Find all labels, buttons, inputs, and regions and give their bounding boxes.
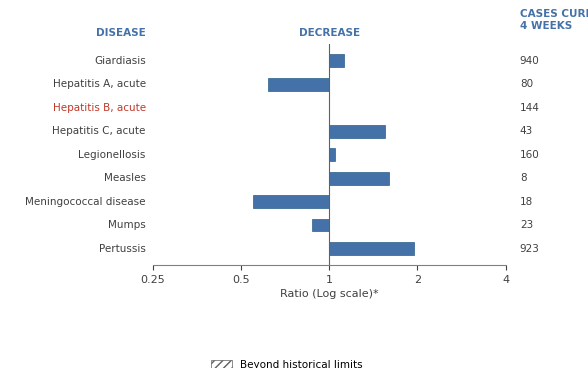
Text: Hepatitis C, acute: Hepatitis C, acute [52, 126, 146, 136]
Bar [329, 148, 336, 161]
Text: 940: 940 [520, 56, 540, 66]
Text: Giardiasis: Giardiasis [94, 56, 146, 66]
Text: Legionellosis: Legionellosis [78, 149, 146, 160]
Bar [329, 54, 344, 67]
Text: CASES CURRENT
4 WEEKS: CASES CURRENT 4 WEEKS [520, 9, 588, 31]
Bar [269, 78, 329, 91]
Text: Pertussis: Pertussis [99, 244, 146, 254]
Text: 144: 144 [520, 103, 540, 113]
Text: Mumps: Mumps [108, 220, 146, 230]
Text: Hepatitis A, acute: Hepatitis A, acute [53, 79, 146, 89]
Bar [312, 219, 329, 231]
Text: Measles: Measles [104, 173, 146, 183]
Text: 923: 923 [520, 244, 540, 254]
Legend: Beyond historical limits: Beyond historical limits [207, 356, 367, 368]
X-axis label: Ratio (Log scale)*: Ratio (Log scale)* [280, 289, 379, 299]
Bar [329, 242, 415, 255]
Bar [253, 195, 329, 208]
Text: 18: 18 [520, 197, 533, 206]
Text: Hepatitis B, acute: Hepatitis B, acute [53, 103, 146, 113]
Text: 8: 8 [520, 173, 526, 183]
Text: 23: 23 [520, 220, 533, 230]
Text: 43: 43 [520, 126, 533, 136]
Text: 160: 160 [520, 149, 540, 160]
Text: DISEASE: DISEASE [96, 28, 146, 38]
Text: Meningococcal disease: Meningococcal disease [25, 197, 146, 206]
Bar [329, 125, 385, 138]
Text: DECREASE: DECREASE [299, 28, 360, 38]
Bar [329, 171, 389, 184]
Text: 80: 80 [520, 79, 533, 89]
